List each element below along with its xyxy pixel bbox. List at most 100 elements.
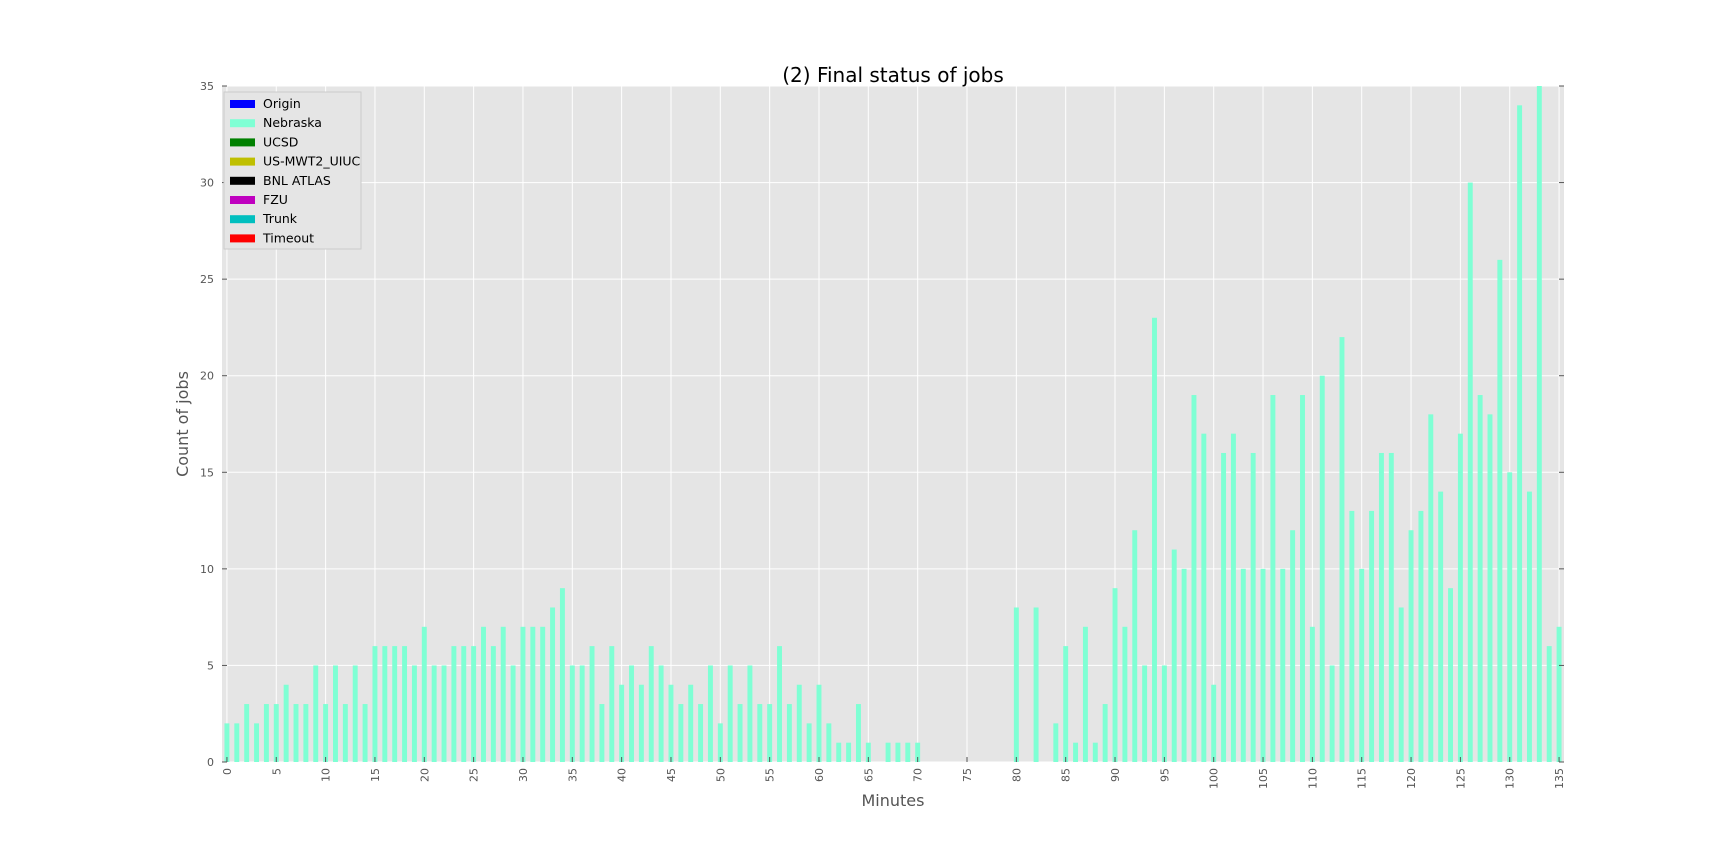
x-tick-label: 125 <box>1454 768 1467 789</box>
bar-nebraska <box>1517 105 1523 763</box>
bar-nebraska <box>1142 665 1148 762</box>
bar-nebraska <box>559 588 565 762</box>
legend-entry: Nebraska <box>263 115 322 130</box>
bar-nebraska <box>658 665 664 762</box>
bar-nebraska <box>1457 433 1463 762</box>
bar-nebraska <box>1280 568 1286 762</box>
x-tick-label: 5 <box>270 768 283 775</box>
x-axis-label: Minutes <box>862 791 925 810</box>
bar-nebraska <box>234 723 240 762</box>
x-tick-label: 105 <box>1257 768 1270 789</box>
bar-nebraska <box>569 665 575 762</box>
bar-nebraska <box>806 723 812 762</box>
bar-nebraska <box>796 684 802 762</box>
legend-swatch <box>230 215 255 224</box>
bar-nebraska <box>629 665 634 762</box>
x-tick-label: 40 <box>616 768 629 782</box>
bar-nebraska <box>1230 433 1236 762</box>
bar-nebraska <box>1477 395 1483 762</box>
y-tick-label: 25 <box>200 273 214 286</box>
legend-entry: BNL ATLAS <box>263 173 331 188</box>
x-tick-label: 75 <box>961 768 974 782</box>
bar-nebraska <box>520 626 526 762</box>
bar-nebraska <box>1161 665 1167 762</box>
bar-nebraska <box>579 665 585 762</box>
bar-nebraska <box>1438 491 1444 762</box>
bar-nebraska <box>333 665 338 762</box>
bar-nebraska <box>648 646 654 762</box>
bars <box>224 86 1562 763</box>
legend-swatch <box>230 176 255 185</box>
bar-nebraska <box>1171 549 1177 762</box>
legend-entry: FZU <box>263 192 288 207</box>
bar-nebraska <box>313 665 319 762</box>
x-tick-label: 120 <box>1405 768 1418 789</box>
x-tick-label: 20 <box>418 768 431 782</box>
x-tick-label: 100 <box>1208 768 1221 789</box>
bar-nebraska <box>1221 452 1227 762</box>
bar-nebraska <box>1309 626 1315 762</box>
y-tick-label: 10 <box>200 563 214 576</box>
legend-swatch <box>230 100 255 108</box>
x-tick-label: 115 <box>1356 768 1369 789</box>
bar-nebraska <box>392 646 398 762</box>
x-tick-label: 45 <box>665 768 678 782</box>
bar-nebraska <box>855 704 861 762</box>
bar-nebraska <box>402 646 408 762</box>
bar-nebraska <box>688 684 694 762</box>
legend-swatch <box>230 196 255 204</box>
bar-nebraska <box>1181 568 1187 762</box>
bar-nebraska <box>1408 530 1414 762</box>
legend-swatch <box>230 138 255 147</box>
x-tick-label: 15 <box>369 768 382 782</box>
bar-nebraska <box>382 646 388 762</box>
y-tick-label: 30 <box>200 177 214 190</box>
bar-nebraska <box>1013 607 1019 762</box>
bar-nebraska <box>372 646 378 762</box>
bar-nebraska <box>263 704 269 762</box>
bar-nebraska <box>441 665 447 762</box>
bar-nebraska <box>352 665 358 762</box>
bar-nebraska <box>1556 626 1562 762</box>
bar-nebraska <box>1260 568 1266 762</box>
bar-nebraska <box>461 646 467 762</box>
bar-nebraska <box>668 684 674 762</box>
bar-nebraska <box>1053 723 1059 762</box>
x-tick-label: 65 <box>862 768 875 782</box>
bar-nebraska <box>293 704 299 762</box>
bar-nebraska <box>530 626 536 762</box>
bar-nebraska <box>816 684 822 762</box>
bar-nebraska <box>342 704 348 762</box>
bar-nebraska <box>323 704 329 762</box>
x-tick-label: 35 <box>566 768 579 782</box>
x-tick-label: 50 <box>714 768 727 782</box>
x-tick-label: 80 <box>1010 768 1023 782</box>
bar-nebraska <box>1300 395 1305 762</box>
bar-nebraska <box>1122 626 1128 762</box>
bar-nebraska <box>826 723 832 762</box>
x-tick-label: 0 <box>221 768 234 775</box>
bar-nebraska <box>698 704 704 762</box>
x-tick-label: 55 <box>764 768 777 782</box>
x-tick-label: 70 <box>912 768 925 782</box>
bar-nebraska <box>1132 530 1138 762</box>
bar-nebraska <box>471 646 477 762</box>
bar-nebraska <box>915 742 921 762</box>
legend-entry: Timeout <box>262 230 314 245</box>
x-tick-label: 25 <box>468 768 481 782</box>
bar-nebraska <box>846 742 852 762</box>
bar-nebraska <box>678 704 684 762</box>
bar-nebraska <box>1369 510 1375 762</box>
bar-nebraska <box>362 704 368 762</box>
x-tick-label: 10 <box>320 768 333 782</box>
bar-nebraska <box>411 665 417 762</box>
bar-nebraska <box>707 665 713 762</box>
bar-nebraska <box>1112 588 1118 762</box>
bar-nebraska <box>727 665 733 762</box>
bar-nebraska <box>254 723 260 762</box>
bar-nebraska <box>865 742 871 762</box>
x-tick-label: 85 <box>1060 768 1073 782</box>
bar-nebraska <box>737 704 743 762</box>
bar-nebraska <box>1319 375 1325 762</box>
